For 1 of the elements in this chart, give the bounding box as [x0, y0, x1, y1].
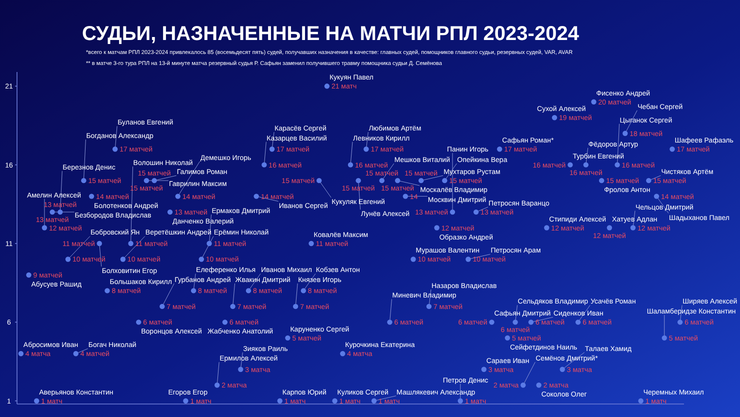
chart-title: СУДЬИ, НАЗНАЧЕННЫЕ НА МАТЧИ РПЛ 2023-2024 — [82, 23, 580, 45]
